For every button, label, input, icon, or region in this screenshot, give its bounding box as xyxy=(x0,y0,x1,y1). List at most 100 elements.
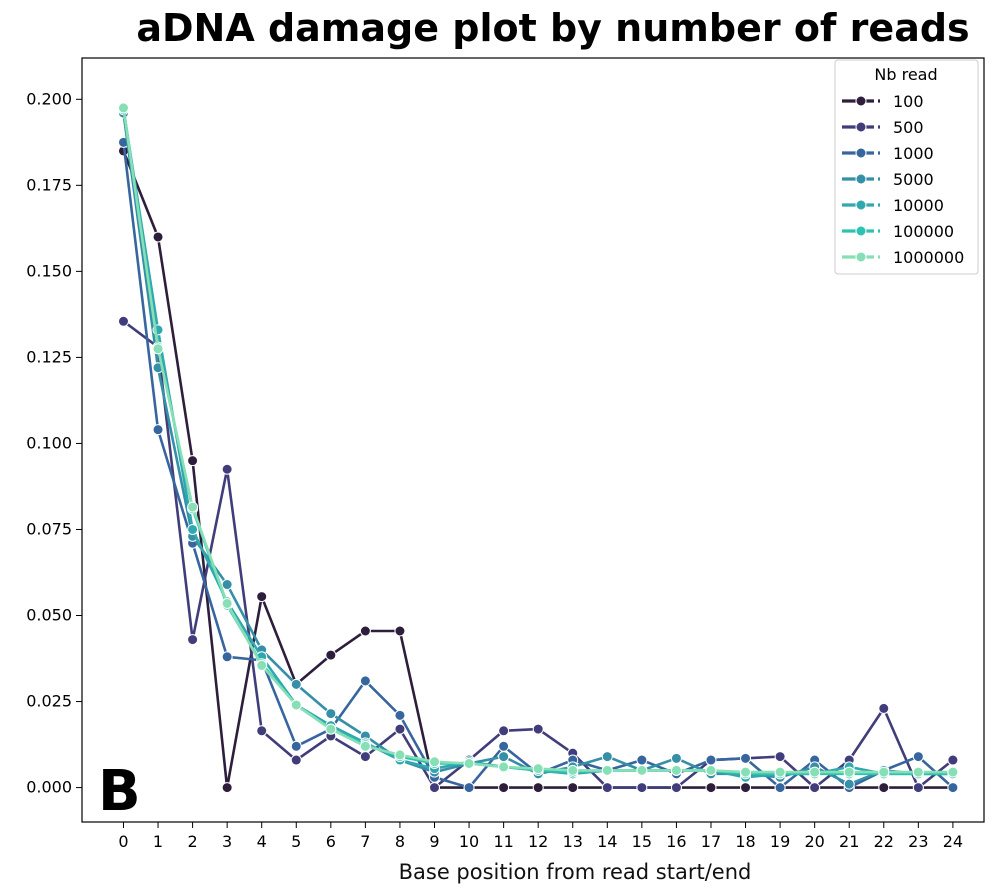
y-tick-label: 0.025 xyxy=(26,692,72,711)
x-tick-label: 3 xyxy=(222,832,232,851)
data-point xyxy=(774,782,786,794)
data-point xyxy=(256,725,268,737)
legend-swatch-marker xyxy=(855,199,867,211)
x-tick-label: 7 xyxy=(360,832,370,851)
data-point xyxy=(705,764,717,776)
data-point xyxy=(463,782,475,794)
series-line xyxy=(122,320,954,789)
data-point xyxy=(670,764,682,776)
x-axis-ticks: 0 1 2 3 4 5 6 7 8 9 10 11 12 13 14 15 16 17 18 19 20 21 22 23 24 xyxy=(118,822,963,851)
chart-title: aDNA damage plot by number of reads xyxy=(136,6,969,50)
data-point xyxy=(670,782,682,794)
legend-title: Nb read xyxy=(874,65,937,84)
data-point xyxy=(187,455,199,467)
data-point xyxy=(532,723,544,735)
data-point xyxy=(325,649,337,661)
data-point xyxy=(187,501,199,513)
legend-swatch-marker xyxy=(855,225,867,237)
x-tick-label: 21 xyxy=(839,832,859,851)
data-point xyxy=(878,702,890,714)
data-point xyxy=(705,754,717,766)
data-point xyxy=(290,678,302,690)
data-point xyxy=(774,751,786,763)
x-tick-label: 13 xyxy=(563,832,583,851)
data-point xyxy=(498,725,510,737)
data-point xyxy=(325,723,337,735)
data-point xyxy=(912,782,924,794)
y-tick-label: 0.100 xyxy=(26,433,72,452)
legend-swatch-marker xyxy=(855,95,867,107)
y-tick-label: 0.050 xyxy=(26,606,72,625)
data-point xyxy=(498,751,510,763)
x-tick-label: 2 xyxy=(187,832,197,851)
data-point xyxy=(394,709,406,721)
data-point xyxy=(947,782,959,794)
data-point xyxy=(567,782,579,794)
data-point xyxy=(947,754,959,766)
series-1000000 xyxy=(117,102,959,778)
data-point xyxy=(636,754,648,766)
data-point xyxy=(394,625,406,637)
data-point xyxy=(809,782,821,794)
series-500 xyxy=(117,315,959,794)
data-point xyxy=(256,591,268,603)
x-tick-label: 11 xyxy=(493,832,513,851)
legend-label: 5000 xyxy=(893,170,934,189)
series-100 xyxy=(117,145,959,794)
series-10000 xyxy=(117,104,959,783)
legend-entry: 100 xyxy=(842,92,924,111)
data-point xyxy=(532,763,544,775)
data-point xyxy=(221,463,233,475)
data-point xyxy=(532,782,544,794)
legend-entry: 10000 xyxy=(842,196,944,215)
x-axis-label: Base position from read start/end xyxy=(399,860,752,884)
plot-frame xyxy=(81,57,985,823)
x-tick-label: 12 xyxy=(528,832,548,851)
x-tick-label: 9 xyxy=(429,832,439,851)
x-tick-label: 18 xyxy=(735,832,755,851)
series-line xyxy=(122,150,953,789)
data-point xyxy=(947,766,959,778)
data-point xyxy=(498,761,510,773)
data-point xyxy=(394,749,406,761)
x-tick-label: 22 xyxy=(874,832,894,851)
data-point xyxy=(152,343,164,355)
data-point xyxy=(740,782,752,794)
x-tick-label: 23 xyxy=(908,832,928,851)
data-point xyxy=(187,523,199,535)
legend-swatch-marker xyxy=(855,121,867,133)
x-tick-label: 8 xyxy=(395,832,405,851)
x-tick-label: 19 xyxy=(770,832,790,851)
y-tick-label: 0.150 xyxy=(26,261,72,280)
x-tick-label: 0 xyxy=(118,832,128,851)
data-point xyxy=(670,752,682,764)
series-100000 xyxy=(117,102,959,780)
legend-box xyxy=(834,59,979,275)
legend-label: 100 xyxy=(893,92,924,111)
data-point xyxy=(221,579,233,591)
data-point xyxy=(809,766,821,778)
data-point xyxy=(359,751,371,763)
data-point xyxy=(774,766,786,778)
legend-label: 1000 xyxy=(893,144,934,163)
data-point xyxy=(843,778,855,790)
data-point xyxy=(498,740,510,752)
data-point xyxy=(221,597,233,609)
x-tick-label: 10 xyxy=(459,832,479,851)
data-point xyxy=(636,782,648,794)
x-tick-label: 14 xyxy=(597,832,617,851)
x-tick-label: 5 xyxy=(291,832,301,851)
data-point xyxy=(152,424,164,436)
y-tick-label: 0.075 xyxy=(26,519,72,538)
legend-swatch-marker xyxy=(855,251,867,263)
series-line xyxy=(122,142,954,789)
data-point xyxy=(290,740,302,752)
data-point xyxy=(740,766,752,778)
x-tick-label: 15 xyxy=(632,832,652,851)
legend-entry: 100000 xyxy=(842,222,954,241)
x-tick-label: 24 xyxy=(943,832,963,851)
data-point xyxy=(221,651,233,663)
data-point xyxy=(705,782,717,794)
legend: Nb read 100 500 1000 5000 10000 100000 1000000 xyxy=(834,59,979,275)
data-point xyxy=(187,634,199,646)
